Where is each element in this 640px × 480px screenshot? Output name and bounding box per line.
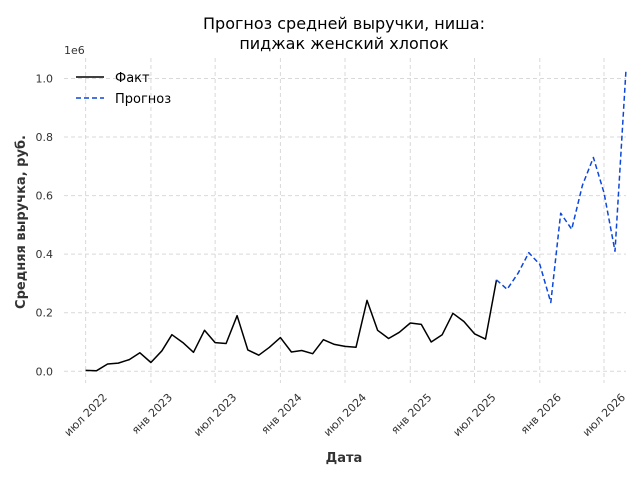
y-tick-label: 0.6	[36, 190, 54, 203]
x-tick-label: июл 2026	[580, 391, 628, 439]
y-tick-label: 1.0	[36, 72, 54, 85]
legend: Факт Прогноз	[76, 71, 171, 107]
x-tick-label: янв 2025	[389, 391, 435, 437]
chart-title-line1: Прогноз средней выручки, ниша:	[203, 14, 485, 33]
y-axis-label: Средняя выручка, руб.	[14, 135, 29, 309]
y-tick-label: 0.2	[36, 307, 54, 320]
y-tick-label: 0.0	[36, 365, 54, 378]
series-lines	[85, 69, 627, 372]
x-tick-label: янв 2023	[129, 391, 175, 437]
series-line-fact	[85, 279, 498, 372]
legend-label-fact: Факт	[115, 71, 150, 86]
x-axis-label: Дата	[326, 451, 363, 466]
grid	[64, 58, 626, 383]
x-tick-label: июл 2025	[451, 391, 499, 439]
y-axis-multiplier: 1e6	[64, 44, 85, 57]
series-line-forecast	[496, 69, 627, 304]
y-tick-label: 0.8	[36, 131, 54, 144]
chart-title-line2: пиджак женский хлопок	[239, 34, 449, 53]
y-axis-ticks: 0.0 0.2 0.4 0.6 0.8 1.0	[36, 72, 54, 378]
legend-label-forecast: Прогноз	[115, 92, 171, 107]
x-tick-label: июл 2023	[191, 391, 239, 439]
x-tick-label: июл 2024	[321, 391, 369, 439]
x-tick-label: янв 2026	[518, 391, 564, 437]
x-axis-ticks: июл 2022 янв 2023 июл 2023 янв 2024 июл 2024…	[62, 391, 628, 439]
x-tick-label: июл 2022	[62, 391, 110, 439]
y-tick-label: 0.4	[36, 248, 54, 261]
x-tick-label: янв 2024	[259, 391, 305, 437]
